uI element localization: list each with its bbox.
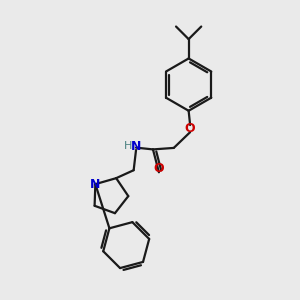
Text: N: N	[90, 178, 100, 190]
Text: N: N	[131, 140, 141, 153]
Text: H: H	[124, 141, 132, 152]
Text: O: O	[185, 122, 195, 135]
Text: O: O	[154, 162, 164, 175]
